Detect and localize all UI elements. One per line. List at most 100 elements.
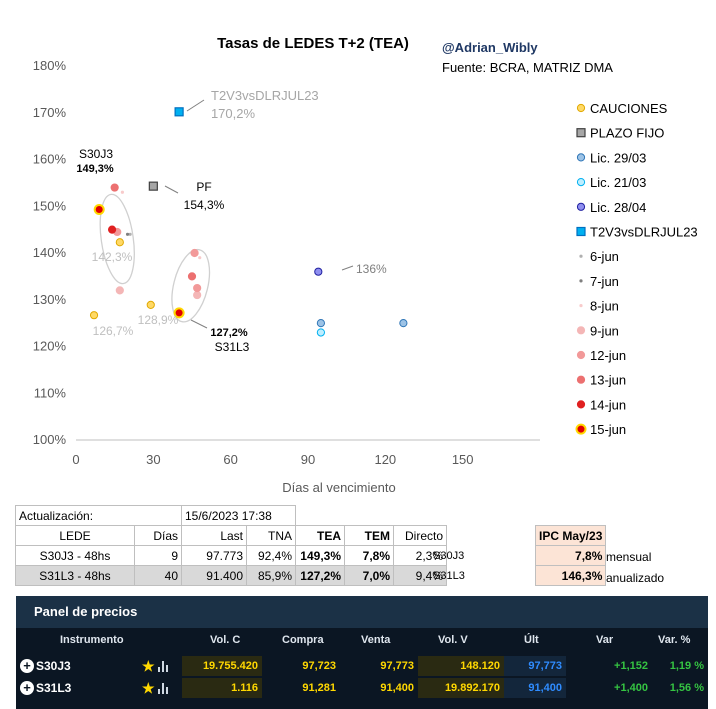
col-vol-c[interactable]: Vol. C: [210, 634, 241, 646]
ipc-monthly-label: mensual: [606, 550, 652, 564]
ult-value: 97,773: [504, 656, 566, 676]
var-value: +1,152: [614, 660, 648, 672]
cell-tea: 149,3%: [295, 545, 345, 566]
chart-legend: CAUCIONES PLAZO FIJO Lic. 29/03 Lic. 21/03 L…: [575, 101, 698, 437]
legend-marker: [576, 178, 586, 187]
panel-row[interactable]: + S31L3 ★ 1.116 91,281 91,400 19.892.170…: [16, 678, 708, 698]
data-point: [399, 319, 408, 328]
data-label: 127,2%: [210, 327, 248, 339]
bar-chart-icon[interactable]: [158, 683, 170, 694]
legend-label: PLAZO FIJO: [590, 126, 664, 141]
header-tea: TEA: [295, 525, 345, 546]
chart-annotations: T2V3vsDLRJUL23 170,2% S30J3 149,3% PF 154,3% 1…: [76, 88, 387, 354]
updated-value: 15/6/2023 17:38: [181, 505, 296, 526]
legend-label: 15-jun: [590, 422, 626, 437]
rates-scatter-chart: Tasas de LEDES T+2 (TEA) @Adrian_Wibly F…: [33, 35, 698, 495]
star-icon[interactable]: ★: [142, 658, 155, 674]
venta-value: 97,773: [380, 660, 414, 672]
x-tick-label: 60: [223, 452, 237, 467]
cluster-ellipses: [99, 193, 211, 323]
data-label: S30J3: [79, 147, 113, 161]
leader-line: [341, 265, 354, 271]
cell-dias: 40: [134, 565, 182, 586]
data-label: 154,3%: [184, 198, 225, 212]
ipc-monthly: 7,8%: [534, 545, 607, 566]
legend-label: Lic. 28/04: [590, 200, 646, 215]
data-point: [316, 328, 325, 337]
instrument-name[interactable]: S31L3: [36, 681, 72, 695]
star-icon[interactable]: ★: [142, 680, 155, 696]
legend-marker: [575, 423, 587, 435]
panel-row[interactable]: + S30J3 ★ 19.755.420 97,723 97,773 148.1…: [16, 656, 708, 676]
data-point: [173, 307, 185, 319]
data-label: 128,9%: [138, 313, 179, 327]
data-point: [148, 181, 158, 191]
data-point: [193, 290, 202, 300]
legend-marker: [576, 202, 586, 211]
data-label: 136%: [356, 262, 387, 276]
legend-label: T2V3vsDLRJUL23: [590, 225, 698, 240]
ledes-table: Actualización: 15/6/2023 17:38 LEDE Días…: [15, 505, 447, 586]
data-point: [314, 267, 323, 276]
data-point: [316, 319, 325, 328]
y-tick-label: 140%: [33, 245, 67, 260]
y-tick-label: 110%: [34, 385, 67, 400]
data-point: [125, 232, 130, 236]
cell-lede: S31L3 - 48hs: [15, 565, 135, 586]
col-var[interactable]: Var: [596, 634, 614, 646]
add-icon[interactable]: +: [20, 659, 34, 673]
col-var-pct[interactable]: Var. %: [658, 634, 691, 646]
col-vol-v[interactable]: Vol. V: [438, 634, 468, 646]
cell-lede: S30J3 - 48hs: [15, 545, 135, 566]
header-lede: LEDE: [15, 525, 135, 546]
vol-v-value: 148.120: [418, 656, 504, 676]
y-tick-label: 160%: [33, 152, 67, 167]
chart-title: Tasas de LEDES T+2 (TEA): [217, 35, 409, 52]
data-label: 170,2%: [211, 106, 256, 121]
col-venta[interactable]: Venta: [361, 634, 391, 646]
var-pct-value: 1,19 %: [669, 660, 704, 672]
add-icon[interactable]: +: [20, 681, 34, 695]
data-label: 149,3%: [76, 163, 114, 175]
table-row: S30J3 - 48hs 9 97.773 92,4% 149,3% 7,8% …: [15, 545, 447, 566]
legend-label: 7-jun: [590, 274, 619, 289]
cluster-ellipse: [171, 248, 211, 323]
data-point: [198, 256, 202, 260]
panel-title: Panel de precios: [16, 596, 708, 628]
y-tick-label: 100%: [33, 432, 67, 447]
cell-dias: 9: [134, 545, 182, 566]
data-point: [128, 232, 132, 236]
header-last: Last: [181, 525, 247, 546]
data-label: 126,7%: [93, 324, 134, 338]
chart-author: @Adrian_Wibly: [442, 40, 538, 55]
legend-label: 13-jun: [590, 373, 626, 388]
col-instrumento[interactable]: Instrumento: [60, 634, 124, 646]
ipc-title: IPC May/23: [534, 525, 607, 546]
cell-directo: 2,3%: [393, 545, 447, 566]
ipc-table: IPC May/23 7,8% 146,3%: [534, 525, 607, 586]
x-tick-label: 0: [72, 452, 79, 467]
legend-label: 8-jun: [590, 299, 619, 314]
table-row: S31L3 - 48hs 40 91.400 85,9% 127,2% 7,0%…: [15, 565, 447, 586]
legend-label: 12-jun: [590, 348, 626, 363]
x-tick-label: 150: [452, 452, 474, 467]
instrument-name[interactable]: S30J3: [36, 659, 71, 673]
legend-label: Lic. 29/03: [590, 150, 646, 165]
bar-chart-icon[interactable]: [158, 661, 170, 672]
x-tick-label: 90: [301, 452, 315, 467]
row-ticker: S31L3: [433, 570, 465, 582]
price-panel: Panel de precios Instrumento Vol. C Comp…: [16, 596, 708, 709]
chart-axes: 100% 110% 120% 130% 140% 150% 160% 170% 180% 0 30 6…: [33, 58, 540, 467]
col-ult[interactable]: Últ: [524, 634, 539, 646]
ipc-annual: 146,3%: [534, 565, 607, 586]
y-tick-label: 150%: [33, 198, 67, 213]
data-point: [187, 272, 197, 281]
legend-marker: [576, 226, 586, 237]
cell-directo: 9,4%: [393, 565, 447, 586]
col-compra[interactable]: Compra: [282, 634, 324, 646]
cell-last: 97.773: [181, 545, 247, 566]
legend-marker: [579, 304, 583, 308]
compra-value: 91,281: [302, 682, 336, 694]
leader-line: [190, 319, 208, 329]
legend-label: Lic. 21/03: [590, 175, 646, 190]
